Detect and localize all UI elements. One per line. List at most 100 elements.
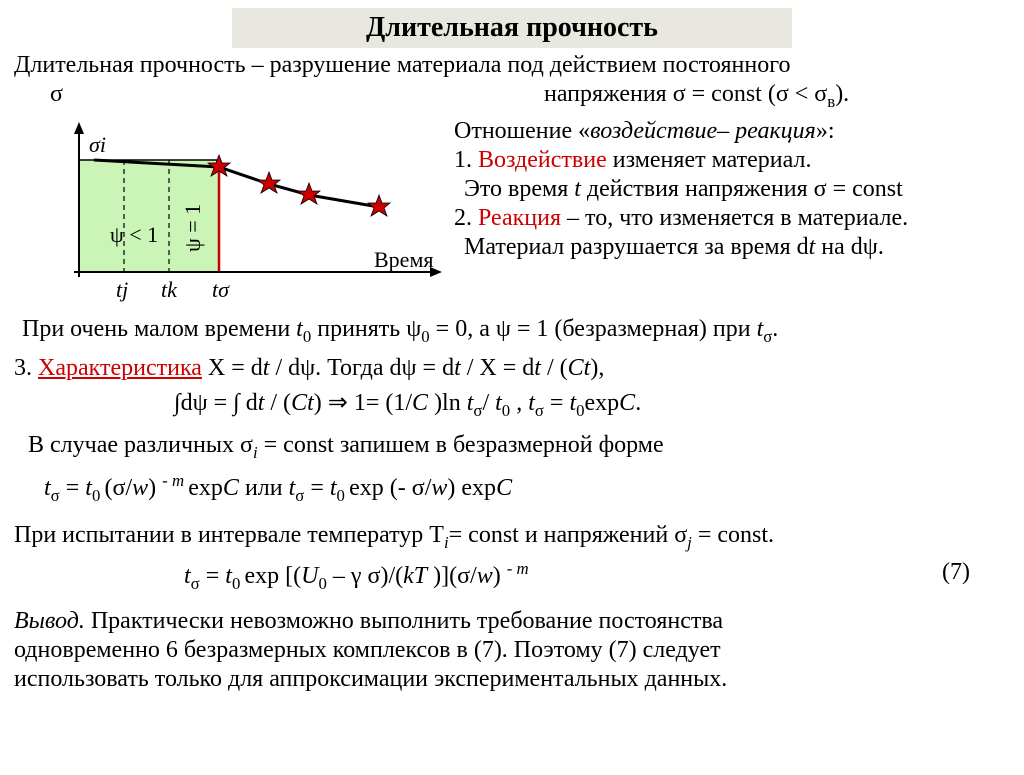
p9f: exp [( bbox=[245, 563, 302, 589]
p4g: / X = d bbox=[461, 355, 535, 381]
tk-label: tk bbox=[161, 277, 178, 302]
psi-eq1-label: ψ = 1 bbox=[180, 204, 205, 252]
sigma-symbol: σ bbox=[14, 81, 114, 108]
p8a: При испытании в интервале температур T bbox=[14, 522, 444, 548]
p7c: = bbox=[60, 475, 86, 501]
p7g: w bbox=[132, 475, 148, 501]
graph-and-text-row: σi ψ < 1 ψ = 1 tj tk tσ Время Отношение … bbox=[14, 112, 1010, 314]
p4e: / dψ. Тогда dψ = d bbox=[269, 355, 454, 381]
psi-lt1-label: ψ < 1 bbox=[110, 222, 158, 247]
ts-label: tσ bbox=[212, 277, 230, 302]
p4k: ), bbox=[590, 355, 604, 381]
p9l: w bbox=[477, 563, 493, 589]
def-text: напряжения σ = const (σ < σ bbox=[544, 81, 827, 107]
p9b: σ bbox=[191, 574, 200, 593]
r1b: Воздействие bbox=[478, 147, 607, 173]
relation-title: Отношение «воздействие– реакция»: bbox=[454, 118, 1010, 145]
p9a: t bbox=[184, 563, 191, 589]
conclusion-line-3: использовать только для аппроксимации эк… bbox=[14, 666, 1010, 693]
reaction-1d: Это время t действия напряжения σ = cons… bbox=[454, 176, 1010, 203]
x-axis-label: Время bbox=[374, 247, 433, 272]
p3h: σ bbox=[763, 327, 772, 346]
p9h: 0 bbox=[319, 574, 327, 593]
various-sigma-line: В случае различных σi = const запишем в … bbox=[14, 432, 1010, 463]
graph-column: σi ψ < 1 ψ = 1 tj tk tσ Время bbox=[14, 112, 454, 314]
definition-row: σ напряжения σ = const (σ < σв). bbox=[14, 81, 1010, 112]
equation-number: (7) bbox=[942, 559, 970, 586]
tj-label: tj bbox=[116, 277, 128, 302]
p3e: 0 bbox=[421, 327, 429, 346]
definition-line-1: Длительная прочность – разрушение матери… bbox=[14, 52, 1010, 79]
p8e: = const. bbox=[692, 522, 774, 548]
p3d: принять ψ bbox=[311, 316, 421, 342]
p9c: = bbox=[200, 563, 226, 589]
conclusion-line-2: одновременно 6 безразмерных комплексов в… bbox=[14, 637, 1010, 664]
p9i: – γ σ)/( bbox=[327, 563, 403, 589]
r1e: t bbox=[574, 176, 587, 202]
p7j: exp bbox=[188, 475, 223, 501]
temperature-test-line: При испытании в интервале температур Ti=… bbox=[14, 522, 1010, 553]
equation-7: tσ = t0 exp [(U0 – γ σ)/(kT )](σ/w) - m … bbox=[14, 559, 1010, 594]
r1d: Это время bbox=[464, 176, 574, 202]
relation-text: Отношение «воздействие– реакция»: 1. Воз… bbox=[454, 112, 1010, 263]
p10b: Практически невозможно выполнить требова… bbox=[85, 608, 723, 634]
conclusion-line-1: Вывод. Практически невозможно выполнить … bbox=[14, 608, 1010, 635]
p7u: C bbox=[496, 475, 512, 501]
r2a: 2. bbox=[454, 205, 478, 231]
p7f: (σ/ bbox=[105, 475, 133, 501]
r2b: Реакция bbox=[478, 205, 561, 231]
p7i: - m bbox=[162, 471, 188, 490]
sigma-i-label: σi bbox=[89, 132, 106, 157]
p4a: 3. bbox=[14, 355, 38, 381]
p4b: Характеристика bbox=[38, 355, 202, 381]
p7r: exp (- σ/ bbox=[349, 475, 431, 501]
p7t: ) exp bbox=[447, 475, 496, 501]
def-sub: в bbox=[827, 92, 835, 111]
p3a: При очень малом времени bbox=[22, 316, 296, 342]
p10a: Вывод. bbox=[14, 608, 85, 634]
content-area: Длительная прочность – разрушение матери… bbox=[0, 52, 1024, 693]
p4f: t bbox=[454, 355, 461, 381]
integral-line: ∫dψ = ∫ dt / (Ct) ⇒ 1= (1/C )ln tσ/ t0 ,… bbox=[14, 388, 1010, 421]
rel-b: воздействие– реакция bbox=[590, 118, 816, 144]
p7q: 0 bbox=[337, 486, 350, 505]
p7e: 0 bbox=[92, 486, 105, 505]
p4c: X = d bbox=[202, 355, 263, 381]
r1c: изменяет материал. bbox=[607, 147, 812, 173]
p4h: t bbox=[534, 355, 541, 381]
p9n: - m bbox=[507, 559, 529, 578]
p3i: . bbox=[772, 316, 778, 342]
p9m: ) bbox=[493, 563, 507, 589]
data-stars bbox=[208, 155, 390, 216]
p7k: C bbox=[223, 475, 239, 501]
r2c: – то, что изменяется в материале. bbox=[561, 205, 908, 231]
p8c: = const и напряжений σ bbox=[449, 522, 688, 548]
p7p: t bbox=[330, 475, 337, 501]
r2f: на dψ. bbox=[815, 234, 884, 260]
rel-a: Отношение « bbox=[454, 118, 590, 144]
p9e: 0 bbox=[232, 574, 245, 593]
small-time-line: При очень малом времени t0 принять ψ0 = … bbox=[14, 316, 1010, 347]
p7o: = bbox=[304, 475, 330, 501]
p7n: σ bbox=[295, 486, 304, 505]
characteristic-line: 3. Характеристика X = d t / dψ. Тогда dψ … bbox=[14, 355, 1010, 382]
dimensionless-form: tσ = t0 (σ/w) - m expC или tσ = t0 exp (… bbox=[14, 471, 1010, 506]
p4j: Ct bbox=[568, 355, 591, 381]
y-axis-arrow bbox=[74, 122, 84, 134]
p9k: )](σ/ bbox=[427, 563, 477, 589]
definition-continuation: напряжения σ = const (σ < σв). bbox=[114, 81, 849, 112]
p7b: σ bbox=[51, 486, 60, 505]
p3c: 0 bbox=[303, 327, 311, 346]
p7s: w bbox=[431, 475, 447, 501]
stress-time-graph: σi ψ < 1 ψ = 1 tj tk tσ Время bbox=[14, 112, 454, 307]
rel-c: »: bbox=[816, 118, 835, 144]
def-end: ). bbox=[835, 81, 849, 107]
r1f: действия напряжения σ = const bbox=[587, 176, 903, 202]
p6c: = const запишем в безразмерной форме bbox=[258, 432, 664, 458]
p7a: t bbox=[44, 475, 51, 501]
p4i: / ( bbox=[541, 355, 568, 381]
p7l: или bbox=[239, 475, 289, 501]
reaction-2: 2. Реакция – то, что изменяется в матери… bbox=[454, 205, 1010, 232]
reaction-1: 1. Воздействие изменяет материал. bbox=[454, 147, 1010, 174]
r1a: 1. bbox=[454, 147, 478, 173]
